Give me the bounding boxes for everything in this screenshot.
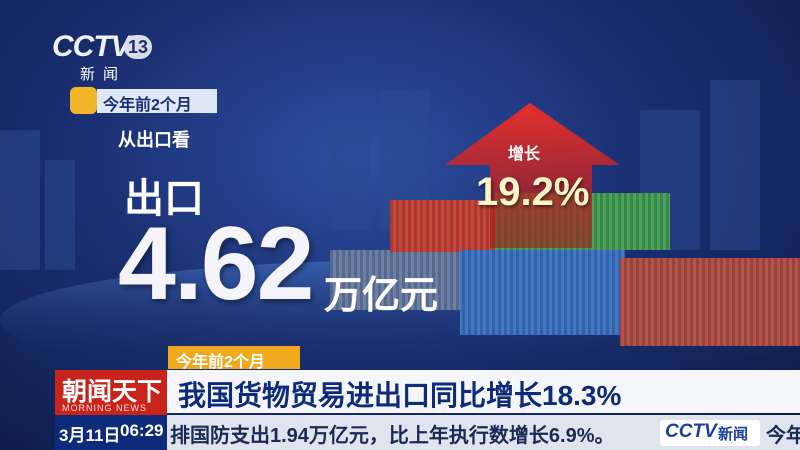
ticker-date: 3月11日: [59, 426, 121, 445]
lower-tag: 今年前2个月: [176, 354, 265, 371]
growth-label: 增长: [508, 146, 541, 163]
logo-brand: CCTV: [52, 30, 131, 63]
period-tag: 今年前2个月: [103, 97, 192, 114]
amount: 4.62: [118, 206, 314, 322]
ticker-logo: CCTV: [665, 421, 717, 442]
subheading: 从出口看: [118, 130, 190, 150]
growth-arrow: [445, 103, 620, 248]
ticker-logo-bg: [660, 420, 760, 446]
ticker-time: 06:29: [120, 421, 164, 440]
headline: 我国货物贸易进出口同比增长18.3%: [178, 380, 622, 411]
logo-channel: 13: [124, 35, 152, 59]
label: 出口: [124, 177, 204, 221]
ticker-logo-name: 新闻: [718, 426, 749, 443]
tag-icon: [70, 87, 97, 114]
ticker-next: 今年: [766, 425, 800, 447]
ticker-text: 排国防支出1.94万亿元，比上年执行数增长6.9%。: [170, 425, 615, 447]
unit: 万亿元: [324, 275, 439, 317]
logo-name: 新闻: [80, 66, 127, 83]
tag-bar: [97, 89, 217, 113]
program-en: MORNING NEWS: [62, 403, 147, 413]
clock-bg: [55, 415, 167, 450]
lower-tag-bg: [168, 346, 300, 369]
containers: [330, 193, 800, 346]
program: 朝闻天下: [62, 378, 163, 406]
program-bg: [55, 370, 167, 415]
growth: 19.2%: [476, 170, 590, 214]
headline-bg: [167, 370, 800, 413]
